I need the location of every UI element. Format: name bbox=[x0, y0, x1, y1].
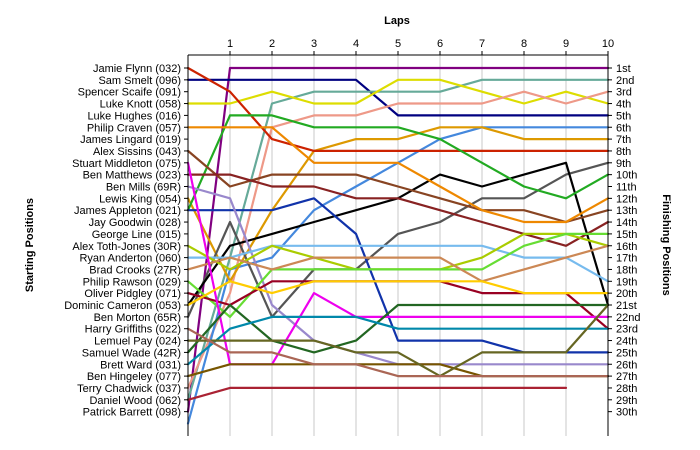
series-line bbox=[186, 114, 610, 212]
finishing-position-label: 8th bbox=[616, 146, 631, 158]
finishing-position-label: 30th bbox=[616, 407, 637, 419]
x-tick-label: 1 bbox=[227, 38, 233, 50]
starting-position-label: Jamie Flynn (032) bbox=[93, 63, 181, 75]
finishing-position-labels: 1st2nd3rd4th5th6th7th8th9th10th11th12th1… bbox=[608, 63, 640, 419]
finishing-position-label: 26th bbox=[616, 359, 637, 371]
finishing-position-label: 16th bbox=[616, 241, 637, 253]
finishing-position-label: 23rd bbox=[616, 324, 638, 336]
series-line bbox=[186, 78, 610, 401]
finishing-position-label: 15th bbox=[616, 229, 637, 241]
x-tick-label: 4 bbox=[353, 38, 359, 50]
starting-position-label: George Line (015) bbox=[92, 229, 181, 241]
series-line bbox=[186, 244, 610, 283]
series-line bbox=[186, 232, 610, 318]
x-axis-title: Laps bbox=[384, 15, 410, 27]
starting-position-label: Alex Sissins (043) bbox=[93, 146, 181, 158]
finishing-position-label: 4th bbox=[616, 99, 631, 111]
starting-position-label: Ben Mills (69R) bbox=[106, 182, 181, 194]
starting-position-labels: Jamie Flynn (032)Sam Smelt (096)Spencer … bbox=[64, 63, 188, 419]
finishing-position-label: 7th bbox=[616, 134, 631, 146]
starting-position-label: James Appleton (021) bbox=[74, 205, 181, 217]
finishing-position-label: 2nd bbox=[616, 75, 634, 87]
starting-position-label: Luke Knott (058) bbox=[100, 99, 181, 111]
finishing-position-label: 21st bbox=[616, 300, 637, 312]
x-tick-label: 3 bbox=[311, 38, 317, 50]
finishing-position-label: 18th bbox=[616, 264, 637, 276]
right-axis-title: Finishing Positions bbox=[660, 194, 672, 295]
starting-position-label: Terry Chadwick (037) bbox=[77, 383, 181, 395]
series-line bbox=[186, 78, 610, 105]
starting-position-label: Samuel Wade (42R) bbox=[82, 347, 181, 359]
finishing-position-label: 12th bbox=[616, 193, 637, 205]
x-tick-label: 5 bbox=[395, 38, 401, 50]
finishing-position-label: 14th bbox=[616, 217, 637, 229]
series-line bbox=[186, 126, 610, 283]
finishing-position-label: 5th bbox=[616, 110, 631, 122]
starting-position-label: Dominic Cameron (053) bbox=[64, 300, 181, 312]
starting-position-label: James Lingard (019) bbox=[80, 134, 181, 146]
starting-position-label: Brett Ward (031) bbox=[100, 359, 181, 371]
finishing-position-label: 25th bbox=[616, 347, 637, 359]
starting-position-label: Daniel Wood (062) bbox=[89, 395, 181, 407]
starting-position-label: Jay Goodwin (028) bbox=[89, 217, 181, 229]
series-line bbox=[186, 149, 610, 224]
x-tick-label: 8 bbox=[521, 38, 527, 50]
series-line bbox=[186, 303, 610, 378]
starting-position-label: Philip Rawson (029) bbox=[83, 276, 181, 288]
finishing-position-label: 13th bbox=[616, 205, 637, 217]
series-layer bbox=[186, 66, 610, 425]
series-line bbox=[186, 126, 610, 224]
finishing-position-label: 22nd bbox=[616, 312, 640, 324]
series-line bbox=[186, 280, 610, 307]
x-tick-label: 7 bbox=[479, 38, 485, 50]
finishing-position-label: 19th bbox=[616, 276, 637, 288]
finishing-position-label: 17th bbox=[616, 253, 637, 265]
series-line bbox=[186, 327, 610, 378]
series-line bbox=[186, 173, 610, 247]
left-axis-title: Starting Positions bbox=[24, 198, 36, 292]
finishing-position-label: 6th bbox=[616, 122, 631, 134]
finishing-position-label: 29th bbox=[616, 395, 637, 407]
starting-position-label: Ben Matthews (023) bbox=[83, 170, 181, 182]
finishing-position-label: 11th bbox=[616, 182, 637, 194]
starting-position-label: Stuart Middleton (075) bbox=[72, 158, 181, 170]
starting-position-label: Sam Smelt (096) bbox=[98, 75, 181, 87]
series-line bbox=[186, 386, 568, 401]
finishing-position-label: 20th bbox=[616, 288, 637, 300]
finishing-position-label: 1st bbox=[616, 63, 631, 75]
series-line bbox=[186, 315, 610, 366]
starting-position-label: Lewis King (054) bbox=[99, 193, 181, 205]
starting-position-label: Alex Toth-Jones (30R) bbox=[72, 241, 181, 253]
starting-position-label: Harry Griffiths (022) bbox=[85, 324, 181, 336]
x-tick-label: 10 bbox=[602, 38, 614, 50]
x-tick-label: 6 bbox=[437, 38, 443, 50]
x-tick-label: 9 bbox=[563, 38, 569, 50]
finishing-position-label: 27th bbox=[616, 371, 637, 383]
starting-position-label: Luke Hughes (016) bbox=[87, 110, 181, 122]
finishing-position-label: 9th bbox=[616, 158, 631, 170]
starting-position-label: Ben Morton (65R) bbox=[94, 312, 181, 324]
starting-position-label: Lemuel Pay (024) bbox=[94, 336, 181, 348]
series-line bbox=[186, 303, 610, 354]
series-line bbox=[186, 66, 610, 152]
starting-position-label: Ben Hingeley (077) bbox=[87, 371, 181, 383]
starting-position-label: Patrick Barrett (098) bbox=[83, 407, 181, 419]
finishing-position-label: 10th bbox=[616, 170, 637, 182]
finishing-position-label: 3rd bbox=[616, 87, 632, 99]
x-tick-label: 2 bbox=[269, 38, 275, 50]
series-line bbox=[186, 244, 610, 283]
series-line bbox=[186, 66, 610, 413]
finishing-position-label: 24th bbox=[616, 336, 637, 348]
series-line bbox=[186, 78, 610, 117]
x-tick-labels: 1 2 3 4 5 6 7 8 9 10 bbox=[227, 38, 614, 55]
starting-position-label: Philip Craven (057) bbox=[87, 122, 181, 134]
finishing-position-label: 28th bbox=[616, 383, 637, 395]
starting-position-label: Ryan Anderton (060) bbox=[79, 253, 181, 265]
starting-position-label: Spencer Scaife (091) bbox=[78, 87, 181, 99]
starting-position-label: Oliver Pidgley (071) bbox=[84, 288, 181, 300]
starting-position-label: Brad Crooks (27R) bbox=[89, 264, 181, 276]
